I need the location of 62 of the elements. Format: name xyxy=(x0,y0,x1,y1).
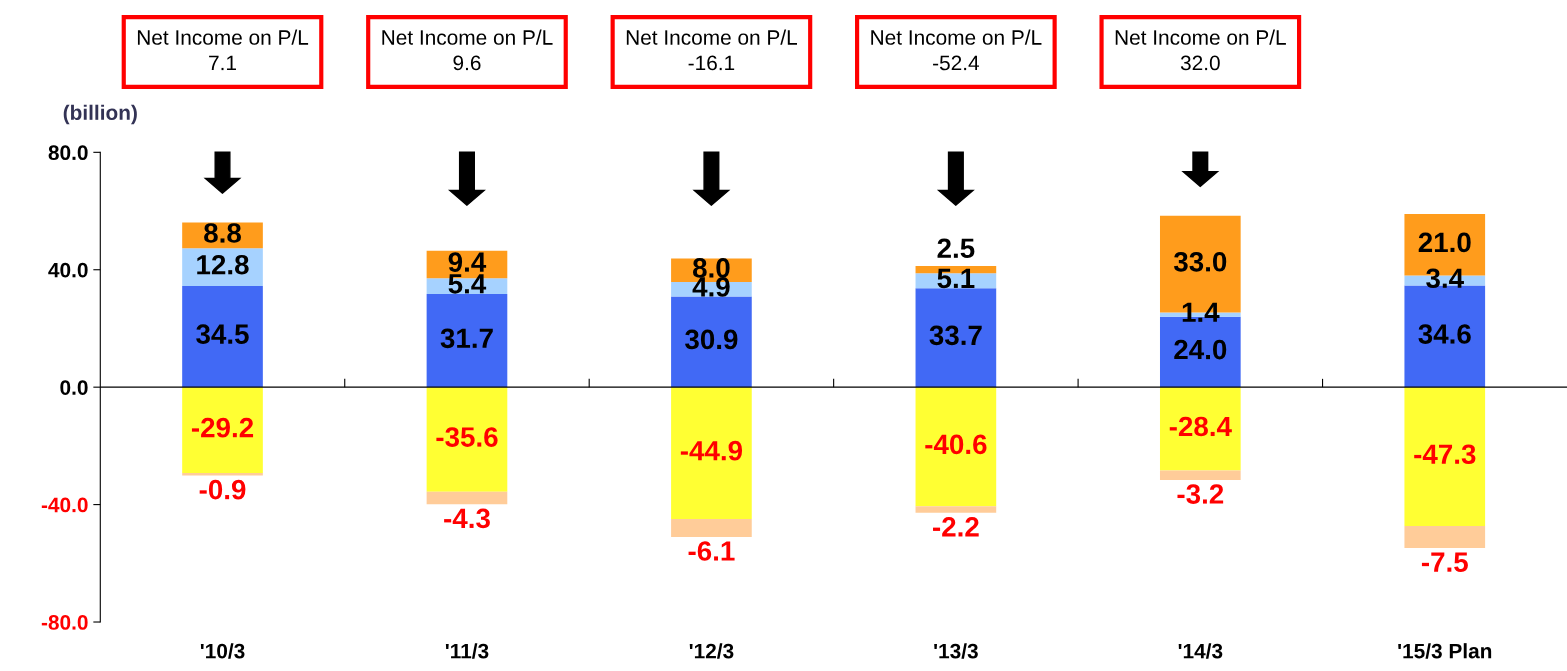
bar xyxy=(671,296,752,388)
x-tick-label: '11/3 xyxy=(445,643,489,659)
bar xyxy=(1159,387,1241,471)
data-label: -4.3 xyxy=(444,508,490,529)
data-label: 33.7 xyxy=(929,325,982,346)
y-tick-label: -80.0 xyxy=(41,615,88,630)
bar xyxy=(671,518,752,537)
bar xyxy=(1404,526,1486,549)
data-label: 33.0 xyxy=(1173,251,1227,272)
y-tick-label: -40.0 xyxy=(41,497,88,513)
data-label: -29.2 xyxy=(191,417,254,438)
data-label: 8.0 xyxy=(692,258,730,278)
bar xyxy=(426,491,508,505)
data-label: -47.3 xyxy=(1414,444,1476,465)
y-tick-label: 40.0 xyxy=(48,262,88,278)
bar xyxy=(426,294,508,388)
bar xyxy=(671,387,752,519)
data-label: 2.5 xyxy=(937,238,975,259)
data-label: 30.9 xyxy=(685,329,738,350)
data-label: -28.4 xyxy=(1169,416,1232,437)
text: Net Income on P/L -16.1 xyxy=(626,29,798,71)
data-label: 1.4 xyxy=(1182,302,1220,322)
x-tick-label: '12/3 xyxy=(689,643,734,659)
x-tick-label: '10/3 xyxy=(200,643,245,659)
x-tick-label: '15/3 Plan xyxy=(1398,643,1492,659)
data-label: 9.4 xyxy=(448,252,487,272)
bar xyxy=(915,288,997,388)
text: Net Income on P/L 9.6 xyxy=(382,29,553,71)
text: Net Income on P/L 32.0 xyxy=(1115,29,1286,71)
data-label: 31.7 xyxy=(440,328,493,349)
text: Net Income on P/L -52.4 xyxy=(871,29,1042,71)
data-label: 4.9 xyxy=(692,277,730,297)
data-label: -7.5 xyxy=(1421,552,1468,572)
data-label: 21.0 xyxy=(1418,232,1471,253)
data-label: 12.8 xyxy=(197,254,249,275)
bar xyxy=(915,387,997,507)
data-label: 5.1 xyxy=(937,268,975,289)
bar xyxy=(915,506,997,513)
data-label: -0.9 xyxy=(199,479,246,500)
bar xyxy=(426,387,508,492)
bar xyxy=(1404,387,1486,527)
y-tick-label: 80.0 xyxy=(48,145,88,161)
bar xyxy=(1159,470,1241,480)
data-label: -40.6 xyxy=(925,434,987,455)
data-label: 34.5 xyxy=(196,324,249,345)
data-label: 34.6 xyxy=(1418,324,1471,344)
data-label: -3.2 xyxy=(1177,484,1224,504)
y-tick-label: 0.0 xyxy=(60,380,88,395)
bar xyxy=(182,472,263,476)
bar xyxy=(182,285,263,388)
data-label: 8.8 xyxy=(204,223,241,243)
data-label: 24.0 xyxy=(1174,339,1227,360)
y-axis-title: (billion) xyxy=(63,104,137,125)
data-label: 5.4 xyxy=(448,274,487,294)
bar xyxy=(182,387,263,473)
x-tick-label: '13/3 xyxy=(934,643,978,659)
data-label: -2.2 xyxy=(933,517,979,537)
text: Net Income on P/L 7.1 xyxy=(137,29,309,71)
data-label: -44.9 xyxy=(680,440,743,461)
x-tick-label: '14/3 xyxy=(1178,643,1223,659)
data-label: -35.6 xyxy=(436,427,498,447)
data-label: -6.1 xyxy=(688,541,735,561)
